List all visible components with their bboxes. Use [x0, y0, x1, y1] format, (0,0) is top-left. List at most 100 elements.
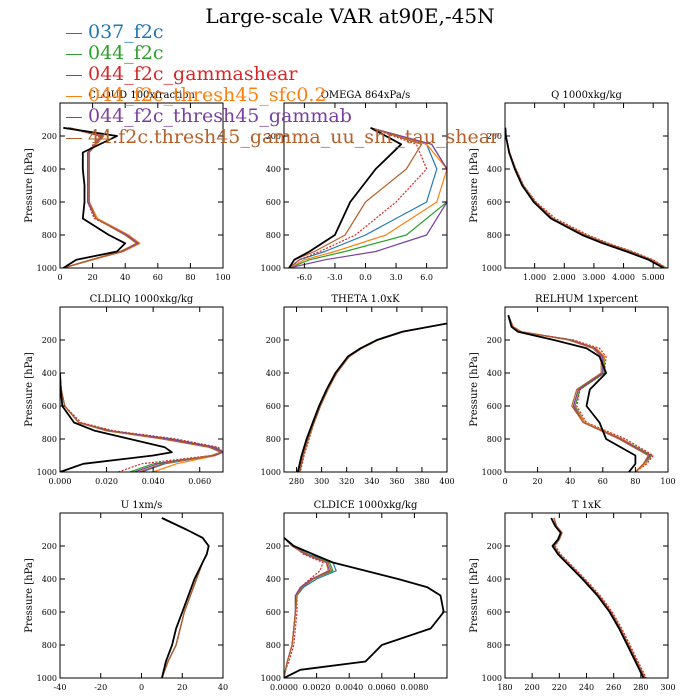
- panel: U 1xm/s Pressure [hPa] -40 -20 0 20 40 200 400 60…: [24, 500, 228, 692]
- legend-label: 037_f2c: [88, 21, 164, 43]
- legend-item: 044_f2c: [66, 43, 499, 64]
- series-line: [553, 517, 646, 678]
- panel-frame: [283, 512, 448, 679]
- series-line: [288, 127, 403, 268]
- panel: OMEGA 864xPa/s -6.0 -3.0 0.0 3.0 6.0 200 400 600…: [261, 90, 448, 282]
- y-tick-label: 800: [42, 435, 57, 444]
- series-group: [288, 127, 447, 268]
- series-line: [63, 127, 138, 268]
- x-tick-label: 60: [153, 273, 163, 282]
- legend: 037_f2c 044_f2c 044_f2c_gammashear 044_f…: [66, 22, 499, 148]
- y-tick-label: 600: [42, 608, 57, 617]
- x-tick-label: 400: [439, 477, 454, 486]
- y-tick-label: 1000: [37, 264, 57, 273]
- series-line: [505, 127, 666, 268]
- x-tick-label: 100: [660, 477, 675, 486]
- series-line: [63, 127, 139, 268]
- x-tick-label: 0.0020: [303, 683, 331, 692]
- series-line: [507, 315, 654, 472]
- series-line: [298, 322, 447, 472]
- series-line: [507, 315, 637, 472]
- x-tick-label: 0.060: [188, 477, 211, 486]
- panel: THETA 1.0xK 280 300 320 340 360 380 400 200 400 60…: [261, 294, 455, 486]
- panel-frame: [504, 102, 669, 269]
- x-tick-label: 380: [414, 477, 429, 486]
- y-tick-label: 600: [266, 608, 281, 617]
- panel-title: OMEGA 864xPa/s: [321, 90, 411, 101]
- x-tick-label: 340: [364, 477, 379, 486]
- x-tick-label: 0: [139, 683, 144, 692]
- series-line: [63, 127, 139, 268]
- x-tick-label: 0.0080: [400, 683, 428, 692]
- y-tick-label: 1000: [37, 468, 57, 477]
- legend-item: 044_f2c_thresh45_gammab: [66, 106, 499, 127]
- x-tick-label: -3.0: [327, 273, 342, 282]
- x-tick-label: 300: [660, 683, 675, 692]
- legend-swatch: [66, 74, 82, 76]
- series-line: [284, 537, 324, 678]
- x-tick-label: 220: [552, 683, 567, 692]
- panel-title: T 1xK: [572, 500, 602, 511]
- series-line: [60, 372, 173, 472]
- panel-title: CLOUD 100xfraction: [88, 90, 195, 101]
- y-tick-label: 400: [42, 165, 57, 174]
- y-tick-label: 800: [266, 435, 281, 444]
- legend-item: 037_f2c: [66, 22, 499, 43]
- x-tick-label: 0: [57, 273, 62, 282]
- panel: CLOUD 100xfraction Pressure [hPa] 0 20 40 60 8…: [24, 90, 231, 282]
- y-tick-label: 200: [266, 132, 281, 141]
- legend-swatch: [66, 32, 82, 34]
- y-tick-label: 400: [266, 369, 281, 378]
- x-tick-label: 4.000: [612, 273, 635, 282]
- legend-swatch: [66, 137, 82, 139]
- y-tick-label: 400: [487, 369, 502, 378]
- y-tick-label: 1000: [482, 468, 502, 477]
- series-line: [284, 537, 332, 678]
- x-tick-label: 0.020: [95, 477, 118, 486]
- series-line: [284, 537, 337, 678]
- y-tick-label: 800: [487, 641, 502, 650]
- y-tick-label: 200: [487, 542, 502, 551]
- series-line: [288, 127, 447, 268]
- y-tick-label: 800: [42, 641, 57, 650]
- panel-frame: [59, 306, 224, 473]
- panel-title: THETA 1.0xK: [331, 294, 400, 305]
- y-tick-label: 400: [266, 575, 281, 584]
- legend-label: 044_f2c_gammashear: [88, 63, 298, 85]
- series-group: [550, 517, 647, 678]
- x-tick-label: 80: [630, 477, 640, 486]
- x-tick-label: 6.0: [420, 273, 433, 282]
- x-tick-label: 20: [533, 477, 543, 486]
- y-tick-label: 600: [487, 608, 502, 617]
- series-line: [507, 315, 653, 472]
- series-line: [507, 315, 650, 472]
- legend-swatch: [66, 95, 82, 97]
- legend-swatch: [66, 53, 82, 55]
- series-group: [62, 126, 141, 268]
- series-line: [298, 322, 447, 472]
- series-line: [505, 127, 666, 268]
- y-tick-label: 400: [487, 575, 502, 584]
- series-line: [62, 126, 127, 268]
- y-tick-label: 200: [42, 132, 57, 141]
- x-tick-label: 300: [314, 477, 329, 486]
- y-axis-label: Pressure [hPa]: [469, 558, 480, 633]
- x-tick-label: 180: [497, 683, 512, 692]
- y-axis-label: Pressure [hPa]: [24, 352, 35, 427]
- panel-title: U 1xm/s: [121, 500, 163, 511]
- y-tick-label: 400: [487, 165, 502, 174]
- y-tick-label: 600: [487, 402, 502, 411]
- series-line: [288, 127, 438, 268]
- x-tick-label: 0.000: [49, 477, 72, 486]
- series-line: [505, 127, 666, 268]
- y-tick-label: 200: [487, 336, 502, 345]
- legend-label: 044_f2c_thresh45_gammab: [88, 105, 352, 127]
- legend-item: 044_f2c_thresh45_sfc0.2: [66, 85, 499, 106]
- x-tick-label: 20: [177, 683, 187, 692]
- y-tick-label: 800: [266, 231, 281, 240]
- legend-swatch: [66, 116, 82, 118]
- y-tick-label: 200: [487, 132, 502, 141]
- figure-title: Large-scale VAR at90E,-45N: [205, 4, 495, 28]
- x-tick-label: 20: [88, 273, 98, 282]
